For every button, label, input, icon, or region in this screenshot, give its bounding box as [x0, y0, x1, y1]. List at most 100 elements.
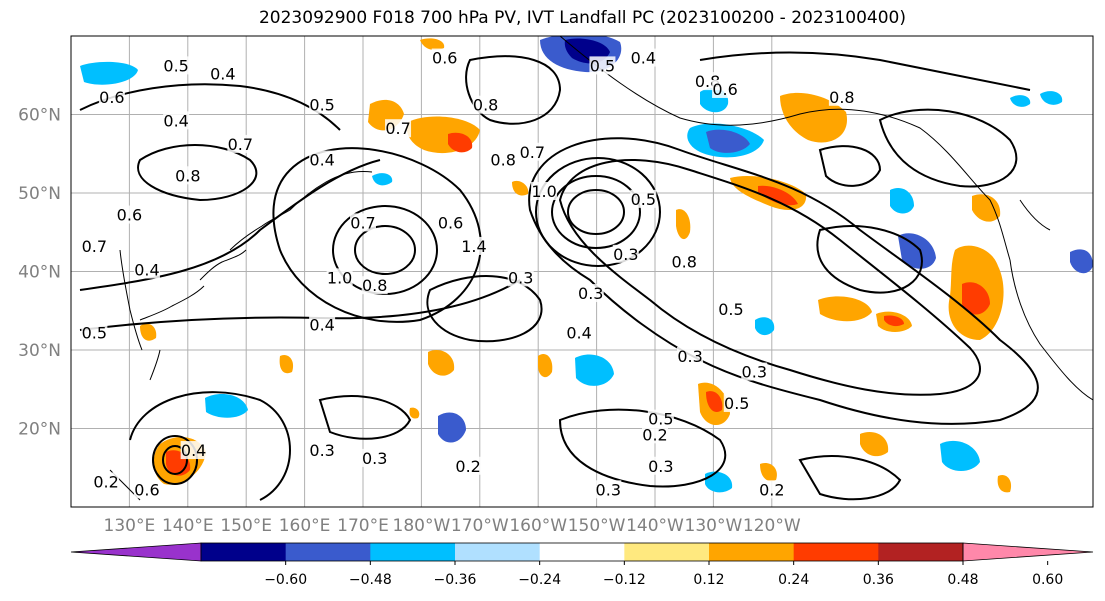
contour-label-bg — [828, 87, 855, 106]
contour-label-bg — [490, 150, 517, 169]
pv-contour — [816, 225, 923, 294]
negative-anomaly-region — [705, 471, 733, 493]
contour-label-bg — [630, 189, 657, 208]
longitude-tick-label: 170°E — [337, 516, 389, 536]
contour-label: 0.6 — [438, 213, 463, 232]
contour-label-bg — [431, 48, 458, 67]
contour-label: 0.6 — [432, 49, 457, 68]
contour-label-bg — [589, 56, 616, 75]
positive-anomaly-region — [758, 185, 798, 206]
colorbar-tick-label: −0.24 — [518, 572, 561, 588]
contour-label-bg — [758, 480, 785, 499]
positive-anomaly-region — [706, 391, 723, 412]
contour-label: 0.8 — [829, 88, 854, 107]
contour-label-bg — [309, 95, 336, 114]
negative-anomaly-region — [1010, 95, 1031, 107]
contour-label-bg — [455, 456, 482, 475]
contour-label: 0.4 — [181, 441, 206, 460]
longitude-tick-label: 150°E — [220, 516, 272, 536]
contour-label: 0.4 — [210, 64, 235, 83]
negative-anomaly-region — [1070, 249, 1093, 274]
pv-contour — [318, 395, 412, 440]
longitude-tick-label: 180°W — [393, 516, 451, 536]
pv-contour — [558, 159, 981, 396]
negative-anomaly-region — [890, 187, 914, 214]
contour-label-bg — [133, 260, 160, 279]
colorbar-segment — [878, 543, 964, 561]
contour-label: 0.8 — [490, 151, 515, 170]
pv-contour — [354, 225, 416, 275]
pv-contour — [567, 189, 625, 235]
positive-anomaly-region — [428, 350, 455, 376]
colorbar-segment — [285, 543, 371, 561]
longitude-tick-label: 120°W — [743, 516, 801, 536]
colorbar-tick-label: 0.36 — [863, 572, 894, 588]
contour-label-bg — [677, 346, 704, 365]
contour-label-bg — [472, 95, 499, 114]
contour-label: 0.3 — [648, 457, 673, 476]
pv-contour — [152, 435, 198, 485]
contour-label: 0.5 — [590, 56, 615, 75]
contour-label-bg — [612, 244, 639, 263]
contour-label: 1.0 — [327, 268, 352, 287]
colorbar-tick-label: −0.60 — [264, 572, 307, 588]
contour-label-bg — [209, 64, 236, 83]
pv-contour — [465, 55, 562, 125]
positive-anomaly-region — [962, 282, 990, 315]
contour-label-bg — [642, 425, 668, 444]
pv-contour — [558, 408, 727, 488]
pv-contour — [818, 145, 882, 187]
negative-anomaly-region — [706, 129, 750, 153]
contour-label: 0.3 — [742, 363, 767, 382]
contour-label-bg — [507, 268, 534, 287]
contour-label-bg — [519, 142, 546, 161]
contour-label: 0.6 — [117, 206, 142, 225]
pv-contour — [798, 455, 902, 501]
contour-label-bg — [361, 276, 388, 295]
colorbar-tick-label: 0.24 — [778, 572, 809, 588]
contour-label-bg — [385, 119, 412, 138]
colorbar-tick-label: 0.12 — [693, 572, 724, 588]
contour-label: 0.5 — [724, 394, 749, 413]
contour-label: 0.6 — [134, 480, 159, 499]
contour-label: 0.3 — [613, 245, 638, 264]
colorbar-tick-label: 0.48 — [947, 572, 978, 588]
contour-label: 0.7 — [82, 237, 107, 256]
latitude-tick-label: 40°N — [18, 263, 61, 283]
contour-label-bg — [577, 284, 604, 303]
pv-contour — [551, 175, 641, 249]
contour-label-bg — [116, 205, 143, 224]
contour-label-bg — [309, 441, 336, 460]
contour-label-bg — [717, 299, 744, 318]
pv-contour — [79, 159, 381, 291]
pv-contour-labels: 0.5 0.4 0.6 0.4 0.5 0.7 0.4 0.7 0.8 0.6 0.7 0.7 1.0 0… — [81, 48, 855, 499]
longitude-labels: 130°E 140°E 150°E 160°E 170°E 180°W 170°W 160°W… — [104, 516, 801, 536]
contour-label: 0.3 — [596, 480, 621, 499]
contour-label-bg — [630, 48, 657, 67]
longitude-tick-label: 140°W — [626, 516, 684, 536]
colorbar-segment — [455, 543, 541, 561]
contour-label-bg — [531, 182, 558, 200]
contour-label: 0.2 — [759, 480, 784, 499]
negative-anomaly-region — [755, 317, 775, 336]
contour-label-bg — [671, 252, 698, 271]
latitude-tick-label: 30°N — [18, 341, 61, 361]
contour-label: 0.5 — [631, 190, 656, 209]
negative-anomaly-region — [205, 394, 248, 418]
contour-label: 0.8 — [362, 276, 387, 295]
contour-label: 0.3 — [309, 441, 334, 460]
contour-label-bg — [460, 236, 487, 255]
contour-label-bg — [133, 480, 160, 499]
contour-label-bg — [350, 213, 376, 232]
colorbar-segment — [709, 543, 795, 561]
positive-anomaly-region — [409, 407, 420, 419]
negative-anomaly-region — [940, 440, 980, 471]
contour-label-bg — [81, 236, 108, 255]
contour-label: 0.6 — [99, 88, 124, 107]
negative-anomaly-region — [575, 354, 614, 386]
contour-label: 0.6 — [712, 80, 737, 99]
contour-label: 0.3 — [578, 284, 603, 303]
colorbar-tick-label: −0.12 — [603, 572, 646, 588]
colorbar-segment — [793, 543, 879, 561]
contour-label: 0.5 — [718, 300, 743, 319]
